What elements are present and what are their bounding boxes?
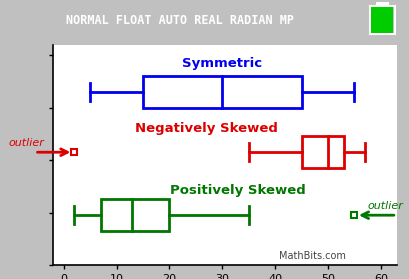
Text: Negatively Skewed: Negatively Skewed — [135, 122, 278, 135]
Text: outlier: outlier — [368, 201, 404, 211]
Text: NORMAL FLOAT AUTO REAL RADIAN MP: NORMAL FLOAT AUTO REAL RADIAN MP — [66, 14, 294, 27]
Text: MathBits.com: MathBits.com — [279, 251, 346, 261]
Text: Symmetric: Symmetric — [182, 57, 262, 69]
Bar — [371, 7, 393, 33]
Bar — [301, 136, 344, 169]
Bar — [101, 199, 169, 232]
Bar — [143, 76, 301, 108]
Text: outlier: outlier — [8, 138, 44, 148]
Bar — [370, 6, 395, 34]
Text: Positively Skewed: Positively Skewed — [170, 184, 306, 197]
Bar — [376, 2, 389, 6]
